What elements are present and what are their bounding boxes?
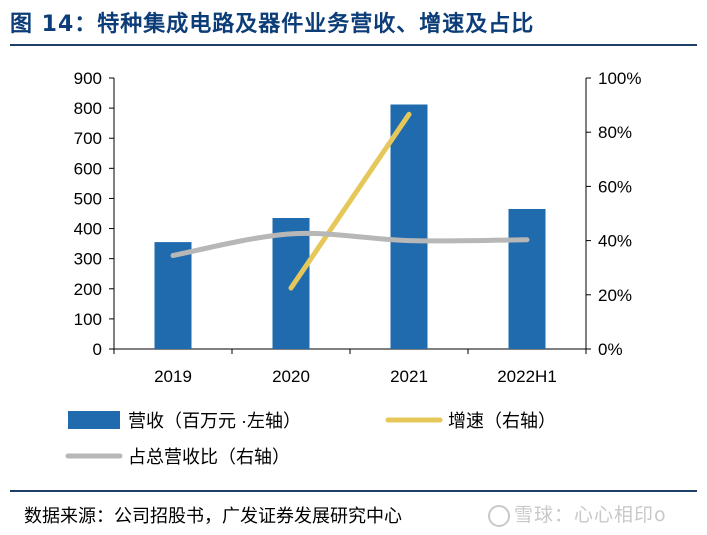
x-tick-label: 2021 <box>390 367 428 386</box>
bar <box>154 242 192 349</box>
watermark-text: 雪球：心心相印o <box>514 504 667 526</box>
watermark: 雪球：心心相印o <box>488 500 667 527</box>
legend-label: 增速（右轴） <box>448 411 556 431</box>
right-tick-label: 0% <box>598 340 623 359</box>
right-tick-label: 40% <box>598 232 632 251</box>
left-tick-label: 800 <box>74 99 102 118</box>
x-tick-label: 2022H1 <box>497 367 557 386</box>
left-tick-label: 0 <box>93 340 102 359</box>
left-tick-label: 300 <box>74 250 102 269</box>
snowball-logo-icon <box>488 504 510 527</box>
share-line <box>170 230 530 259</box>
x-tick-label: 2019 <box>154 367 192 386</box>
bar <box>508 208 546 349</box>
source-note: 数据来源：公司招股书，广发证券发展研究中心 <box>24 506 402 527</box>
left-tick-label: 400 <box>74 220 102 239</box>
growth-line <box>288 111 412 291</box>
legend-label: 占总营收比（右轴） <box>128 447 290 467</box>
left-tick-label: 200 <box>74 280 102 299</box>
right-tick-label: 60% <box>598 177 632 196</box>
left-tick-label: 500 <box>74 189 102 208</box>
x-tick-label: 2020 <box>272 367 310 386</box>
right-tick-label: 100% <box>598 69 641 88</box>
left-tick-label: 900 <box>74 69 102 88</box>
chart: 0 100 200 300 400 500 600 700 800 900 0% 20% 40% 60% 8… <box>65 69 641 467</box>
left-tick-label: 600 <box>74 159 102 178</box>
bar <box>390 104 428 350</box>
legend-swatch-bar <box>68 411 120 429</box>
footer-divider <box>10 490 697 492</box>
figure-title: 图 14：特种集成电路及器件业务营收、增速及占比 <box>10 12 535 37</box>
right-tick-label: 20% <box>598 286 632 305</box>
left-tick-label: 100 <box>74 310 102 329</box>
bar <box>272 218 310 349</box>
legend-label: 营收（百万元 ·左轴） <box>128 411 301 431</box>
title-divider <box>10 44 697 46</box>
left-tick-label: 700 <box>74 129 102 148</box>
right-tick-label: 80% <box>598 123 632 142</box>
